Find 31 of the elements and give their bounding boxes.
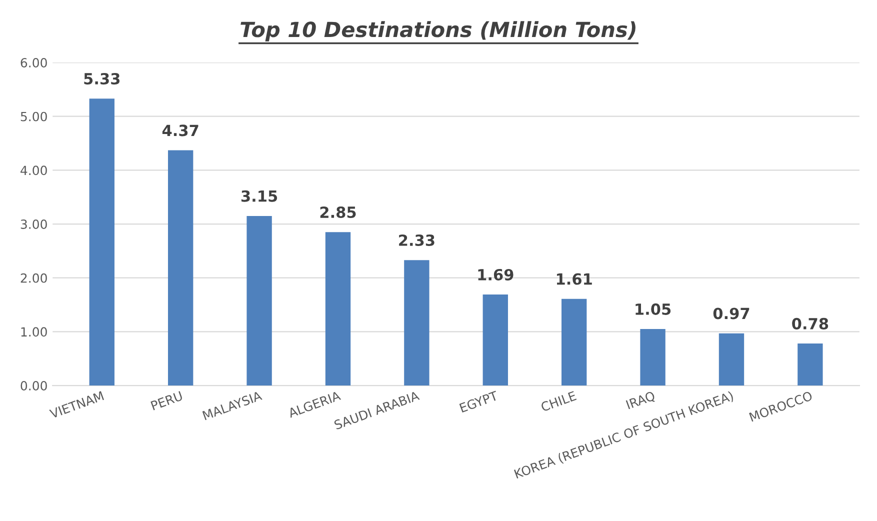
x-tick-label: PERU: [150, 391, 183, 410]
data-label: 0.97: [713, 308, 750, 320]
bar: [325, 232, 351, 386]
bar: [404, 260, 430, 386]
x-tick-label: CHILE: [540, 390, 577, 412]
y-tick-label: 2.00: [20, 273, 47, 283]
data-label: 0.78: [792, 318, 828, 330]
bar: [168, 150, 194, 386]
y-tick-label: 6.00: [20, 58, 47, 68]
data-label: 5.33: [84, 72, 120, 85]
data-label: 1.05: [636, 303, 671, 315]
data-label: 2.33: [399, 234, 434, 246]
bar: [640, 329, 666, 386]
bar: [246, 216, 272, 386]
bar: [718, 333, 744, 386]
y-tick-label: 5.00: [20, 112, 47, 122]
x-tick-label: IRAQ: [626, 390, 656, 411]
data-label: 1.61: [556, 273, 592, 285]
data-label: 1.69: [478, 268, 514, 280]
bar: [89, 98, 114, 386]
y-tick-label: 4.00: [20, 166, 47, 176]
data-label: 2.85: [320, 206, 356, 218]
bar: [562, 298, 587, 386]
y-tick-label: 1.00: [21, 327, 47, 337]
data-label: 3.15: [241, 190, 278, 202]
bar: [798, 344, 823, 386]
y-tick-label: 0.00: [20, 381, 47, 390]
bar: [482, 294, 508, 386]
data-label: 4.37: [162, 124, 198, 136]
y-tick-label: 3.00: [20, 220, 47, 229]
chart-title: Top 10 Destinations (Million Tons): [240, 21, 636, 42]
